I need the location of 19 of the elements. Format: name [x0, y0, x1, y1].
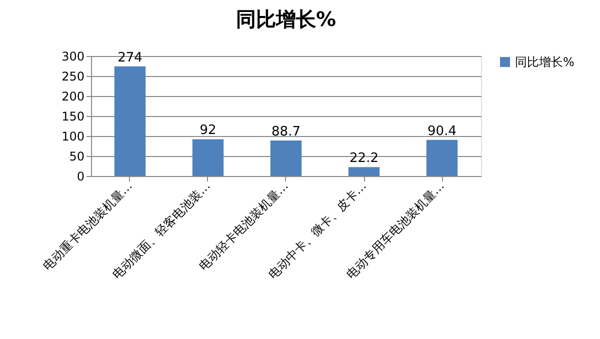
y-tick-label: 200: [62, 90, 84, 104]
y-tick-label: 150: [62, 110, 84, 124]
data-label: 92: [200, 123, 216, 138]
y-tick-label: 0: [76, 170, 84, 184]
y-tick-label: 100: [62, 130, 84, 144]
data-label: 88.7: [272, 124, 300, 140]
chart-title: 同比增长%: [236, 7, 336, 31]
data-label: 90.4: [428, 124, 456, 139]
data-label: 22.2: [350, 151, 378, 166]
bar: [192, 139, 224, 176]
data-label: 274: [118, 50, 142, 66]
bar: [114, 66, 146, 176]
y-tick-label: 50: [69, 150, 84, 164]
legend-label: 同比增长%: [515, 55, 574, 69]
y-tick-label: 300: [62, 50, 84, 64]
y-tick-label: 250: [62, 70, 84, 84]
bar: [348, 167, 380, 176]
bar: [270, 140, 302, 176]
bar: [426, 140, 458, 176]
